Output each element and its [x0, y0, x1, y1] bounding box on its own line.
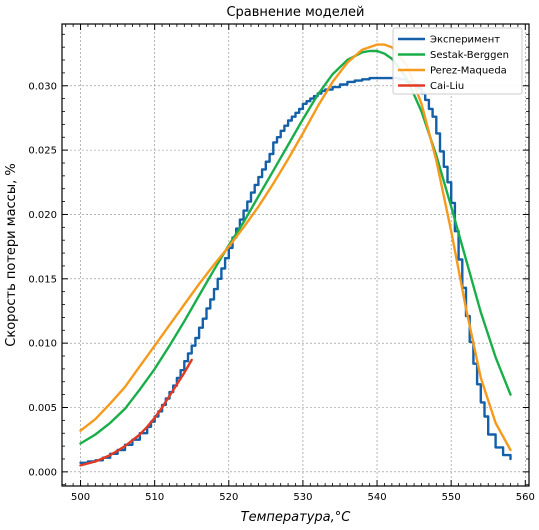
legend-label-1: Sestak-Berggen	[430, 50, 509, 61]
y-axis-title: Скорость потери массы, %	[4, 163, 19, 346]
x-tick-label: 500	[71, 492, 90, 503]
y-tick-label: 0.015	[28, 274, 57, 285]
x-tick-label: 520	[219, 492, 238, 503]
grid	[62, 24, 529, 486]
x-tick-label: 560	[516, 492, 535, 503]
y-tick-label: 0.020	[28, 210, 57, 221]
x-tick-label: 530	[293, 492, 312, 503]
ticks	[62, 24, 529, 486]
y-tick-label: 0.010	[28, 339, 57, 350]
y-tick-label: 0.000	[28, 467, 57, 478]
series-line-2	[79, 43, 512, 452]
chart-title: Сравнение моделей	[226, 5, 364, 20]
tick-labels: 500 510 520 530 540 550 560 0.000 0.005 0.010 0.01…	[28, 81, 534, 503]
legend-box	[392, 27, 523, 95]
series-layer	[79, 43, 512, 467]
x-tick-label: 510	[145, 492, 164, 503]
legend-label-2: Perez-Maqueda	[430, 66, 507, 77]
series-line-3	[79, 358, 193, 467]
y-tick-label: 0.025	[28, 146, 57, 157]
series-line-0	[79, 76, 512, 464]
legend: Эксперимент Sestak-Berggen Perez-Maqueda Ca…	[392, 27, 523, 95]
x-tick-label: 540	[367, 492, 386, 503]
x-axis-title: Температура,°C	[241, 510, 352, 525]
x-tick-label: 550	[442, 492, 461, 503]
y-tick-label: 0.005	[28, 403, 57, 414]
legend-label-0: Эксперимент	[430, 35, 500, 46]
y-tick-label: 0.030	[28, 81, 57, 92]
legend-label-3: Cai-Liu	[430, 81, 464, 92]
